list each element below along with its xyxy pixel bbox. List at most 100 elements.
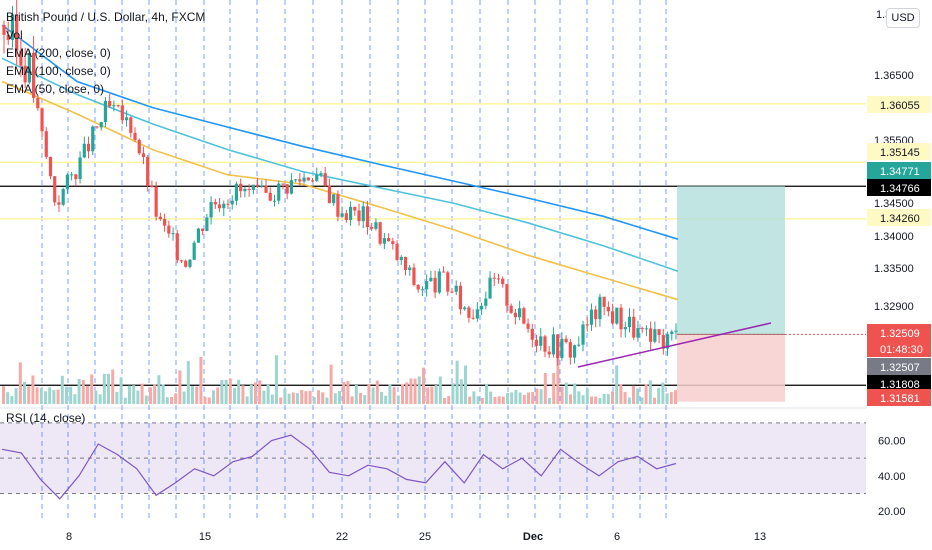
volume-bar	[577, 391, 581, 404]
volume-bar	[291, 392, 295, 404]
volume-bar	[10, 396, 14, 404]
candle-body	[602, 296, 606, 307]
candle-body	[243, 189, 247, 192]
candle-body	[171, 233, 175, 235]
candle-body	[501, 278, 505, 285]
candle-body	[319, 173, 323, 175]
volume-bar	[480, 397, 484, 404]
candle-body	[492, 277, 496, 279]
legend-rsi[interactable]: RSI (14, close)	[6, 411, 86, 425]
candle-body	[467, 307, 471, 318]
candle-body	[623, 327, 627, 330]
candle-body	[78, 157, 82, 180]
candle-body	[416, 284, 420, 290]
candle-body	[302, 177, 306, 182]
volume-bar	[464, 365, 467, 404]
rsi-pane	[0, 422, 866, 500]
legend-ema100[interactable]: EMA (100, close, 0)	[6, 64, 111, 78]
price-tag	[867, 179, 931, 196]
volume-bar	[35, 387, 39, 404]
candle-body	[205, 217, 209, 232]
candle-body	[387, 238, 391, 242]
candlesticks	[2, 0, 678, 366]
volume-bar	[669, 392, 673, 404]
ema-200-line	[1, 24, 679, 240]
volume-bar	[497, 396, 501, 404]
volume-bar	[506, 393, 509, 404]
volume-bar	[472, 391, 476, 404]
volume-bar	[560, 386, 564, 404]
candle-body	[374, 222, 378, 229]
volume-bar	[144, 395, 148, 404]
volume-bar	[405, 382, 409, 404]
candle-body	[260, 185, 264, 187]
candle-body	[91, 126, 95, 152]
volume-bar	[674, 390, 677, 404]
volume-bar	[52, 390, 56, 404]
volume-bar	[657, 387, 661, 404]
candle-body	[446, 272, 450, 292]
legend-vol[interactable]: Vol	[6, 28, 23, 42]
volume-bar	[186, 361, 190, 404]
volume-bars	[2, 355, 677, 404]
volume-bar	[648, 380, 652, 404]
candle-body	[116, 105, 120, 107]
volume-bar	[644, 384, 648, 404]
volume-bar	[573, 383, 577, 404]
candle-body	[31, 52, 36, 98]
volume-bar	[468, 396, 472, 404]
volume-bar	[312, 397, 316, 404]
ema-50-line	[1, 80, 679, 301]
candle-body	[184, 260, 188, 267]
price-tag-label: 1.34766	[880, 183, 920, 195]
candle-body	[657, 329, 661, 336]
volume-bar	[279, 397, 283, 404]
candle-body	[556, 334, 560, 359]
candle-body	[95, 126, 99, 128]
candle-body	[57, 202, 61, 205]
candle-body	[141, 153, 146, 157]
volume-bar	[443, 397, 446, 404]
rsi-line	[1, 434, 677, 500]
volume-bar	[518, 392, 522, 404]
volume-bar	[140, 383, 144, 404]
candle-body	[112, 105, 116, 107]
candle-body	[458, 285, 463, 310]
volume-bar	[258, 380, 262, 404]
ema-100-line	[1, 57, 679, 272]
currency-button[interactable]: USD	[886, 8, 920, 28]
candle-body	[179, 260, 184, 262]
profit-zone	[677, 186, 785, 335]
volume-bar	[128, 385, 131, 404]
candle-body	[437, 271, 441, 293]
candle-body	[222, 203, 226, 209]
volume-bar	[153, 384, 157, 404]
volume-bar	[254, 382, 257, 404]
price-tag	[867, 389, 931, 406]
legend-ema200[interactable]: EMA (200, close, 0)	[6, 46, 111, 60]
candle-body	[568, 342, 572, 358]
candle-body	[560, 338, 564, 359]
candle-body	[589, 309, 594, 325]
candle-body	[361, 206, 365, 222]
volume-bar	[493, 396, 497, 404]
volume-bar	[132, 385, 136, 404]
legend-ema50[interactable]: EMA (50, close, 0)	[6, 82, 105, 96]
volume-bar	[178, 370, 182, 404]
candle-body	[23, 65, 27, 83]
volume-bar	[342, 382, 346, 404]
volume-bar	[182, 391, 186, 404]
time-tick-label: 15	[199, 531, 211, 543]
volume-bar	[14, 388, 18, 404]
volume-bar	[363, 395, 367, 404]
price-tag	[867, 358, 931, 375]
candle-body	[340, 213, 344, 217]
volume-bar	[619, 384, 623, 404]
candle-body	[268, 192, 272, 201]
price-tick-label: 1.36500	[874, 70, 914, 82]
candle-body	[27, 52, 31, 83]
volume-bar	[569, 394, 572, 404]
candle-body	[150, 185, 154, 187]
candle-body	[441, 271, 446, 273]
